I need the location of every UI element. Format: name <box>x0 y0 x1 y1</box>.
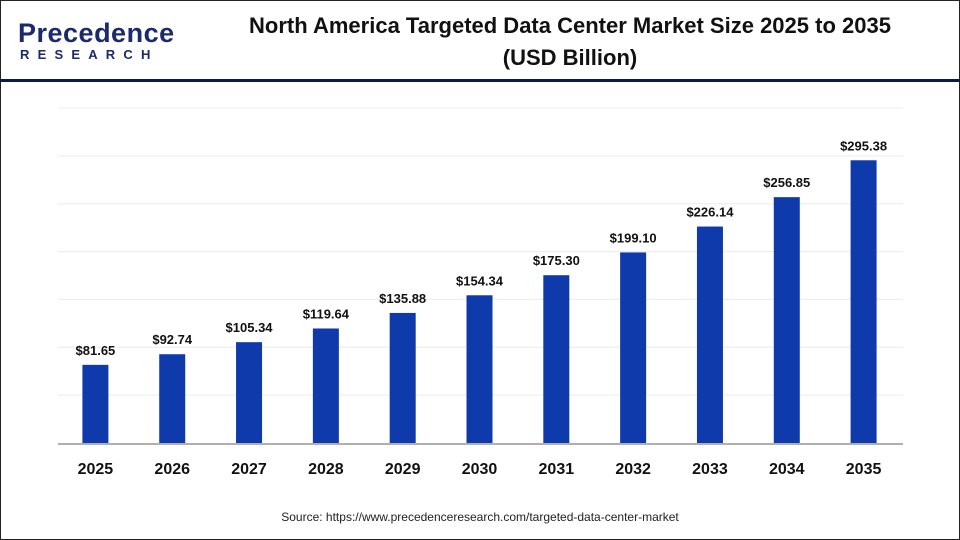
data-label: $119.64 <box>303 306 350 321</box>
bar-2034 <box>773 197 800 443</box>
data-label: $92.74 <box>152 332 193 347</box>
x-tick-label: 2029 <box>385 461 421 478</box>
x-tick-label: 2027 <box>231 461 267 478</box>
chart-title: North America Targeted Data Center Marke… <box>190 10 950 74</box>
precedence-research-logo: Precedence RESEARCH <box>18 18 174 62</box>
data-label: $175.30 <box>533 253 580 268</box>
chart-title-line1: North America Targeted Data Center Marke… <box>249 13 891 38</box>
logo-main-text: Precedence <box>18 18 175 48</box>
x-tick-label: 2025 <box>78 461 114 478</box>
data-label: $105.34 <box>226 320 274 335</box>
x-tick-label: 2028 <box>308 461 344 478</box>
chart-title-line2: (USD Billion) <box>502 45 638 70</box>
bar-2025 <box>82 364 109 443</box>
data-label: $199.10 <box>610 230 657 245</box>
x-tick-label: 2033 <box>692 461 728 478</box>
header-divider <box>0 79 960 82</box>
data-label: $256.85 <box>763 175 810 190</box>
bar-2026 <box>159 354 186 443</box>
x-tick-label: 2026 <box>154 461 190 478</box>
data-label: $154.34 <box>456 273 504 288</box>
x-tick-label: 2031 <box>539 461 575 478</box>
bar-2032 <box>620 252 647 443</box>
data-label: $226.14 <box>686 205 734 220</box>
source-note: Source: https://www.precedenceresearch.c… <box>281 510 679 524</box>
x-tick-label: 2035 <box>846 461 882 478</box>
bar-2030 <box>466 295 493 443</box>
bar-2031 <box>543 275 570 443</box>
bar-2033 <box>696 226 723 443</box>
x-tick-label: 2030 <box>462 461 498 478</box>
bar-2029 <box>389 312 416 443</box>
bar-2035 <box>850 160 877 443</box>
data-label: $295.38 <box>840 138 887 153</box>
data-label: $81.65 <box>76 343 116 358</box>
data-label: $135.88 <box>379 291 426 306</box>
bar-2028 <box>312 328 339 443</box>
logo-sub-text: RESEARCH <box>20 47 159 62</box>
x-tick-label: 2034 <box>769 461 805 478</box>
x-tick-label: 2032 <box>615 461 651 478</box>
bar-2027 <box>236 342 263 443</box>
